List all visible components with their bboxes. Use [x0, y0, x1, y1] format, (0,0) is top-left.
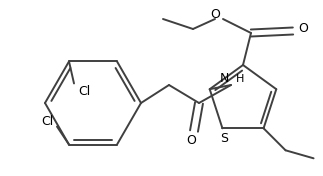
- Text: O: O: [186, 134, 196, 147]
- Text: O: O: [210, 8, 220, 21]
- Text: Cl: Cl: [41, 115, 53, 128]
- Text: Cl: Cl: [78, 85, 90, 98]
- Text: O: O: [298, 21, 308, 34]
- Text: H: H: [236, 74, 245, 84]
- Text: N: N: [220, 73, 229, 86]
- Text: S: S: [220, 132, 228, 145]
